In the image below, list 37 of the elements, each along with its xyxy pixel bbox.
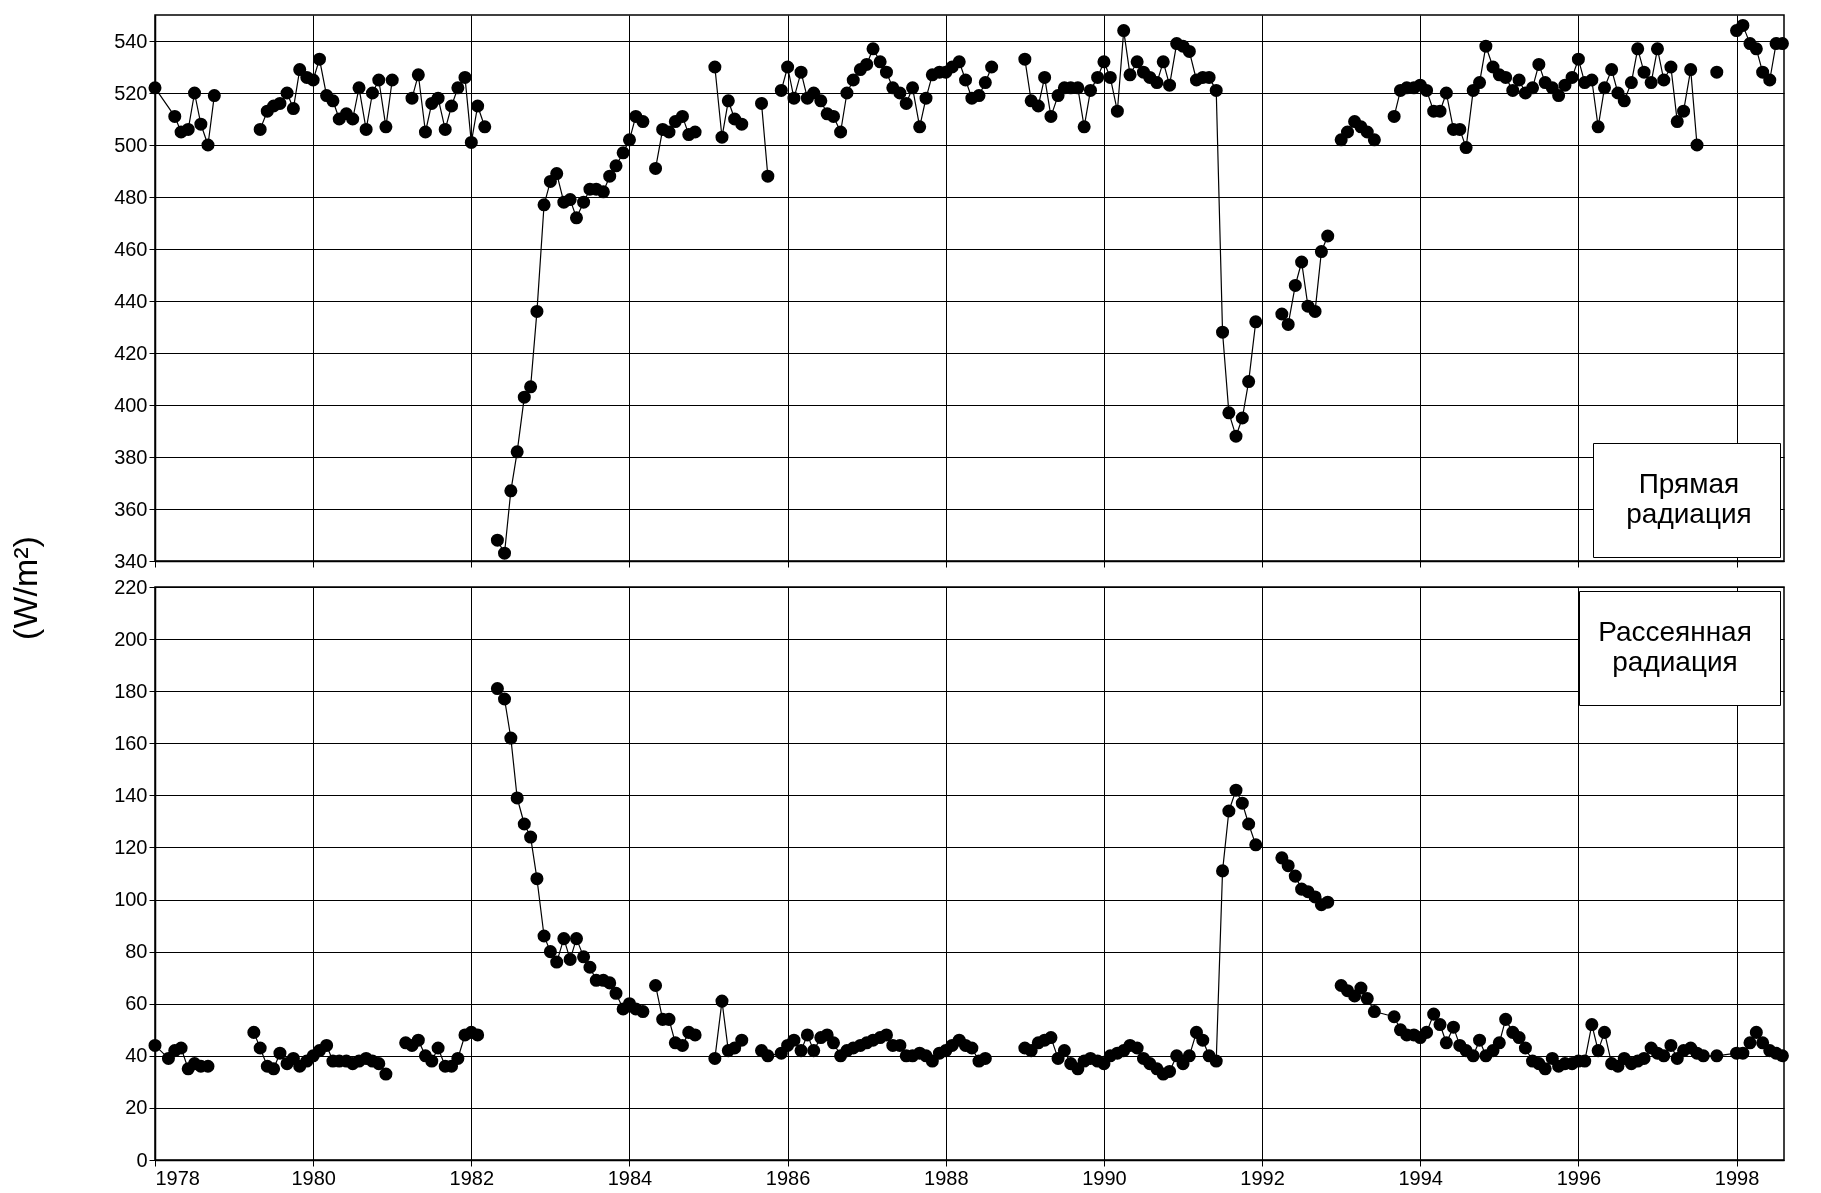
text: Рассеянная радиация — [1598, 616, 1752, 677]
y-tick-label: 520 — [114, 81, 148, 104]
y-tick-label: 100 — [114, 888, 148, 911]
y-tick-label: 80 — [125, 940, 148, 963]
x-tick-label: 1980 — [291, 1166, 336, 1189]
y-tick-label: 340 — [114, 549, 148, 572]
y-tick-label: 460 — [114, 237, 148, 260]
y-tick-label: 120 — [114, 835, 148, 858]
x-tick-label: 1984 — [607, 1166, 653, 1189]
y-tick-label: 500 — [114, 133, 148, 156]
y-tick-label: 540 — [114, 29, 148, 52]
x-tick-label: 1978 — [155, 1166, 200, 1189]
x-tick-label: 1998 — [1714, 1166, 1760, 1189]
y-tick-label: 420 — [114, 341, 148, 364]
x-tick-label: 1988 — [924, 1166, 969, 1189]
y-tick-label: 140 — [114, 783, 148, 806]
y-tick-label: 60 — [125, 992, 148, 1015]
y-tick-label: 220 — [114, 575, 148, 598]
text: Прямая радиация — [1626, 468, 1752, 529]
y-tick-label: 440 — [114, 289, 148, 312]
x-tick-label: 1986 — [765, 1166, 811, 1189]
y-tick-label: 40 — [125, 1044, 148, 1067]
x-tick-label: 1996 — [1556, 1166, 1602, 1189]
y-tick-label: 160 — [114, 731, 148, 754]
x-tick-label: 1990 — [1082, 1166, 1127, 1189]
y-tick-label: 400 — [114, 393, 148, 416]
y-tick-label: 180 — [114, 679, 148, 702]
y-tick-label: 380 — [114, 445, 148, 468]
x-tick-label: 1992 — [1240, 1166, 1285, 1189]
y-axis-title: (W/m²) — [6, 536, 45, 640]
x-tick-label: 1982 — [449, 1166, 495, 1189]
y-tick-label: 200 — [114, 627, 148, 650]
x-tick-label: 1994 — [1398, 1166, 1443, 1189]
y-tick-label: 480 — [114, 185, 148, 208]
y-tick-label: 20 — [125, 1096, 148, 1119]
y-tick-label: 360 — [114, 497, 148, 520]
y-tick-label: 0 — [136, 1148, 148, 1171]
